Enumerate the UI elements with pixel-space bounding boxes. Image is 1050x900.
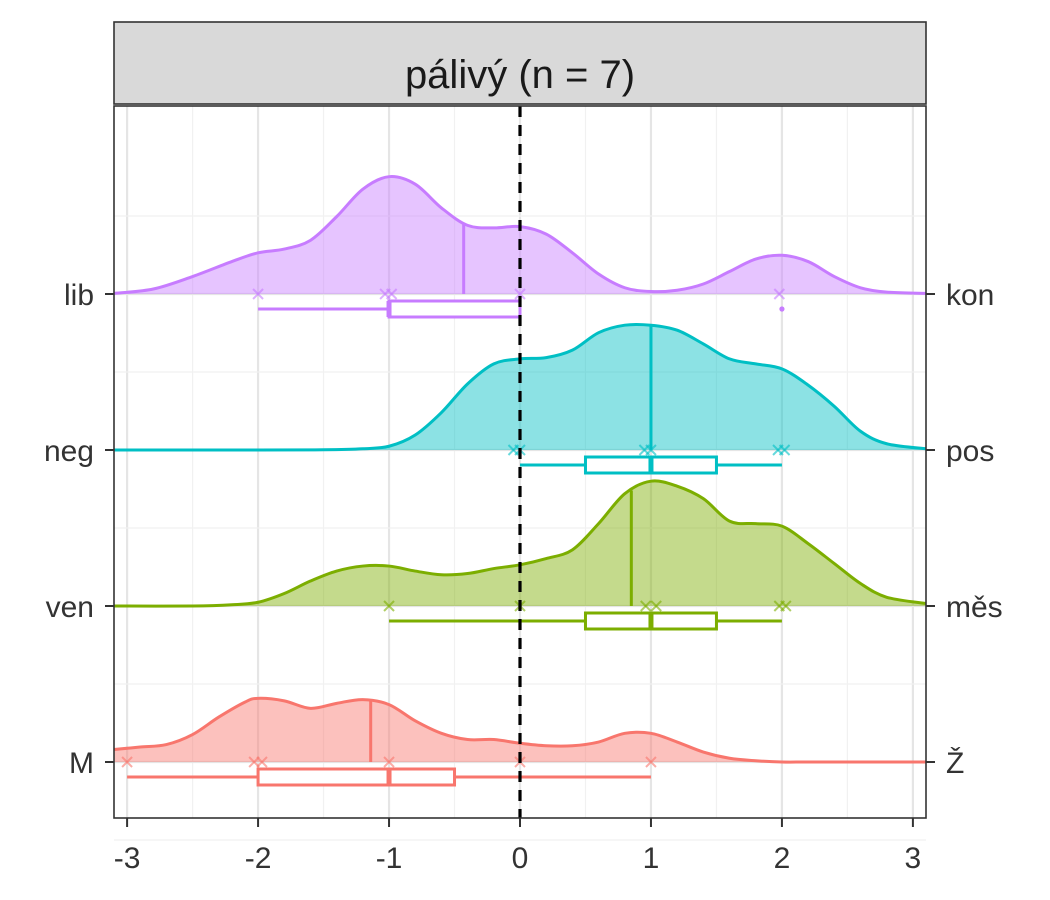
ridge-M bbox=[113, 696, 926, 787]
density-line bbox=[113, 175, 927, 295]
y-label-left: M bbox=[69, 747, 94, 780]
y-label-right: pos bbox=[946, 435, 994, 468]
density-area bbox=[114, 324, 926, 451]
outlier bbox=[779, 306, 785, 312]
x-tick-label: 1 bbox=[643, 842, 660, 875]
data-point bbox=[514, 288, 526, 300]
y-label-right: měs bbox=[946, 591, 1003, 624]
facet-strip bbox=[113, 21, 927, 105]
data-point bbox=[650, 600, 662, 612]
axes: -3 -2 -1 0 1 2 3 lib kon neg pos ven měs M Ž bbox=[44, 279, 1003, 875]
data-point bbox=[256, 756, 268, 768]
density-area bbox=[114, 480, 926, 607]
density-area bbox=[114, 698, 926, 763]
facet-title: pálivý (n = 7) bbox=[405, 53, 635, 97]
data-point bbox=[778, 444, 791, 456]
x-tick-label: -1 bbox=[376, 842, 403, 875]
data-point bbox=[252, 288, 264, 300]
x-tick-label: -3 bbox=[114, 842, 141, 875]
density-line bbox=[113, 479, 927, 608]
y-label-right: Ž bbox=[946, 747, 964, 780]
box bbox=[256, 767, 457, 787]
data-point bbox=[645, 756, 657, 768]
data-point bbox=[383, 756, 395, 768]
x-tick-label: 3 bbox=[905, 842, 922, 875]
x-tick-label: -2 bbox=[245, 842, 272, 875]
data-point bbox=[640, 600, 652, 612]
ridges bbox=[113, 175, 927, 787]
ridge-lib bbox=[113, 175, 927, 319]
density-area bbox=[114, 176, 926, 294]
data-point bbox=[385, 288, 398, 300]
data-point bbox=[121, 756, 133, 768]
ridge-neg bbox=[113, 322, 927, 475]
data-point bbox=[773, 288, 786, 300]
box bbox=[387, 299, 522, 319]
x-tick-label: 2 bbox=[774, 842, 791, 875]
data-point bbox=[645, 444, 657, 456]
ridge-ven bbox=[113, 479, 927, 631]
y-label-left: ven bbox=[46, 591, 94, 624]
y-label-right: kon bbox=[946, 279, 994, 312]
data-point bbox=[383, 600, 395, 612]
density-line bbox=[113, 696, 926, 764]
density-line bbox=[113, 322, 927, 452]
data-point bbox=[780, 600, 792, 612]
y-label-left: lib bbox=[64, 279, 94, 312]
y-label-left: neg bbox=[44, 435, 94, 468]
x-tick-label: 0 bbox=[512, 842, 529, 875]
